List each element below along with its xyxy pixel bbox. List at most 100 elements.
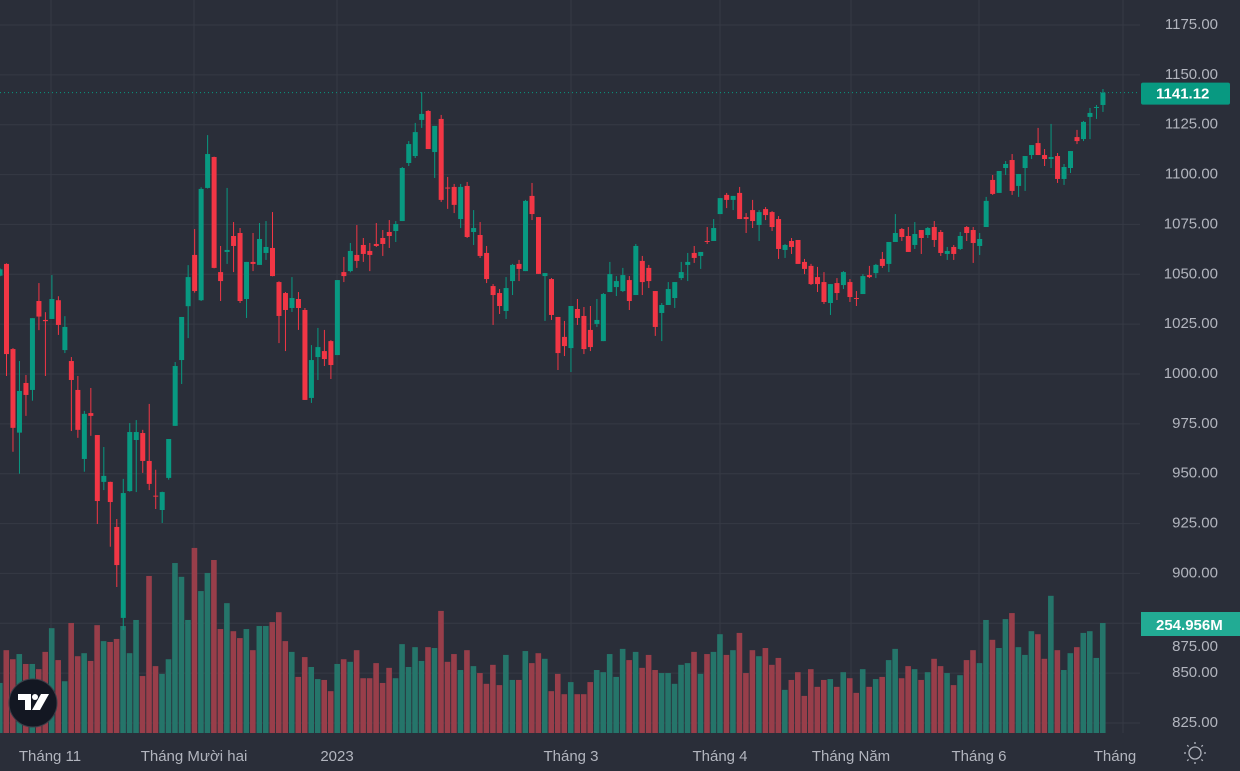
candle — [88, 387, 94, 436]
candle — [218, 245, 224, 302]
candle — [905, 227, 911, 252]
candle-body — [146, 460, 152, 484]
volume-bar — [113, 638, 120, 733]
volume-bar — [172, 563, 178, 733]
candle — [814, 266, 820, 293]
tradingview-logo-icon[interactable] — [8, 678, 58, 728]
volume-bar — [256, 626, 263, 733]
volume-bar — [412, 647, 418, 733]
volume-bar — [152, 666, 159, 733]
candle-body — [763, 209, 769, 216]
candle-body — [646, 267, 652, 282]
candle — [81, 410, 87, 472]
volume-bar — [483, 683, 490, 733]
price-axis[interactable]: 1175.00 1150.00 1125.00 1100.00 1075.00 1050.… — [1164, 16, 1218, 731]
candle — [1068, 151, 1074, 173]
volume-bar — [120, 626, 126, 733]
candle — [497, 289, 503, 314]
candle-body — [964, 227, 970, 234]
candle-body — [970, 230, 976, 243]
candle — [964, 226, 970, 241]
candle-body — [840, 272, 846, 286]
candle — [944, 246, 950, 260]
volume-bar — [723, 654, 730, 733]
volume-bar — [237, 638, 243, 733]
candle-body — [821, 282, 827, 303]
volume-bar — [587, 682, 594, 733]
candle — [1100, 89, 1106, 112]
candle-body — [10, 349, 16, 428]
candle-body — [581, 315, 587, 350]
candle-body — [425, 110, 431, 150]
volume-bar — [736, 632, 743, 733]
volume-bar — [756, 656, 762, 733]
volume-bar — [970, 650, 976, 733]
volume-bar — [353, 650, 360, 733]
candle — [795, 239, 801, 264]
volume-bar — [457, 670, 464, 733]
candle — [302, 307, 308, 400]
candle-body — [166, 439, 172, 478]
candle — [179, 316, 185, 384]
candle — [574, 299, 580, 325]
candle — [432, 125, 438, 178]
candle-body — [159, 492, 165, 511]
candle — [730, 195, 736, 211]
candle-body — [334, 280, 340, 356]
volume-bar — [827, 679, 834, 733]
candle — [1080, 120, 1086, 142]
sun-settings-icon[interactable] — [1184, 742, 1206, 764]
candle — [899, 228, 905, 241]
candle-body — [347, 250, 353, 272]
volume-bar — [516, 679, 522, 733]
volume-bar — [451, 654, 457, 733]
candle-body — [652, 291, 658, 327]
volume-bar — [853, 692, 860, 733]
volume-bar — [288, 651, 295, 733]
candle-body — [996, 170, 1002, 193]
candle-series — [0, 89, 1106, 631]
candle-body — [75, 389, 81, 430]
volume-bar — [198, 591, 204, 733]
volume-bar — [438, 610, 444, 733]
volume-bar — [879, 676, 885, 733]
volume-bar — [697, 673, 704, 733]
candle-body — [250, 261, 256, 264]
volume-bar — [327, 691, 334, 733]
candle-body — [633, 245, 639, 296]
candle-body — [302, 309, 308, 400]
volume-bar — [425, 647, 431, 733]
volume-bar — [464, 650, 470, 733]
volume-bar — [1022, 654, 1028, 733]
candle-body — [140, 433, 146, 461]
candle — [951, 244, 957, 260]
price-tick-label: 875.00 — [1172, 638, 1218, 655]
volume-bar — [308, 666, 315, 733]
volume-bar — [931, 658, 937, 733]
candle — [419, 92, 425, 128]
volume-bar — [541, 658, 548, 733]
volume-bar — [866, 686, 872, 733]
candle — [114, 518, 120, 587]
candle — [756, 210, 762, 241]
candle-body — [477, 234, 483, 256]
candle — [101, 446, 107, 491]
candle — [724, 192, 730, 209]
volume-bar — [340, 659, 347, 733]
time-axis[interactable]: Tháng 11 Tháng Mười hai 2023 Tháng 3 Tháng 4… — [19, 748, 1136, 765]
candle — [743, 213, 749, 234]
candle-body — [802, 261, 808, 269]
candle — [847, 279, 853, 303]
volume-bar — [1028, 631, 1035, 733]
candle-body — [698, 251, 704, 256]
candle-body — [1009, 160, 1015, 191]
candle-body — [613, 281, 619, 288]
candle — [555, 316, 561, 371]
candle-body — [782, 244, 788, 250]
candle-body — [1055, 156, 1061, 179]
volume-bar — [522, 651, 529, 733]
volume-bar — [892, 648, 898, 733]
candle — [1042, 149, 1048, 166]
candle-body — [1022, 156, 1028, 168]
